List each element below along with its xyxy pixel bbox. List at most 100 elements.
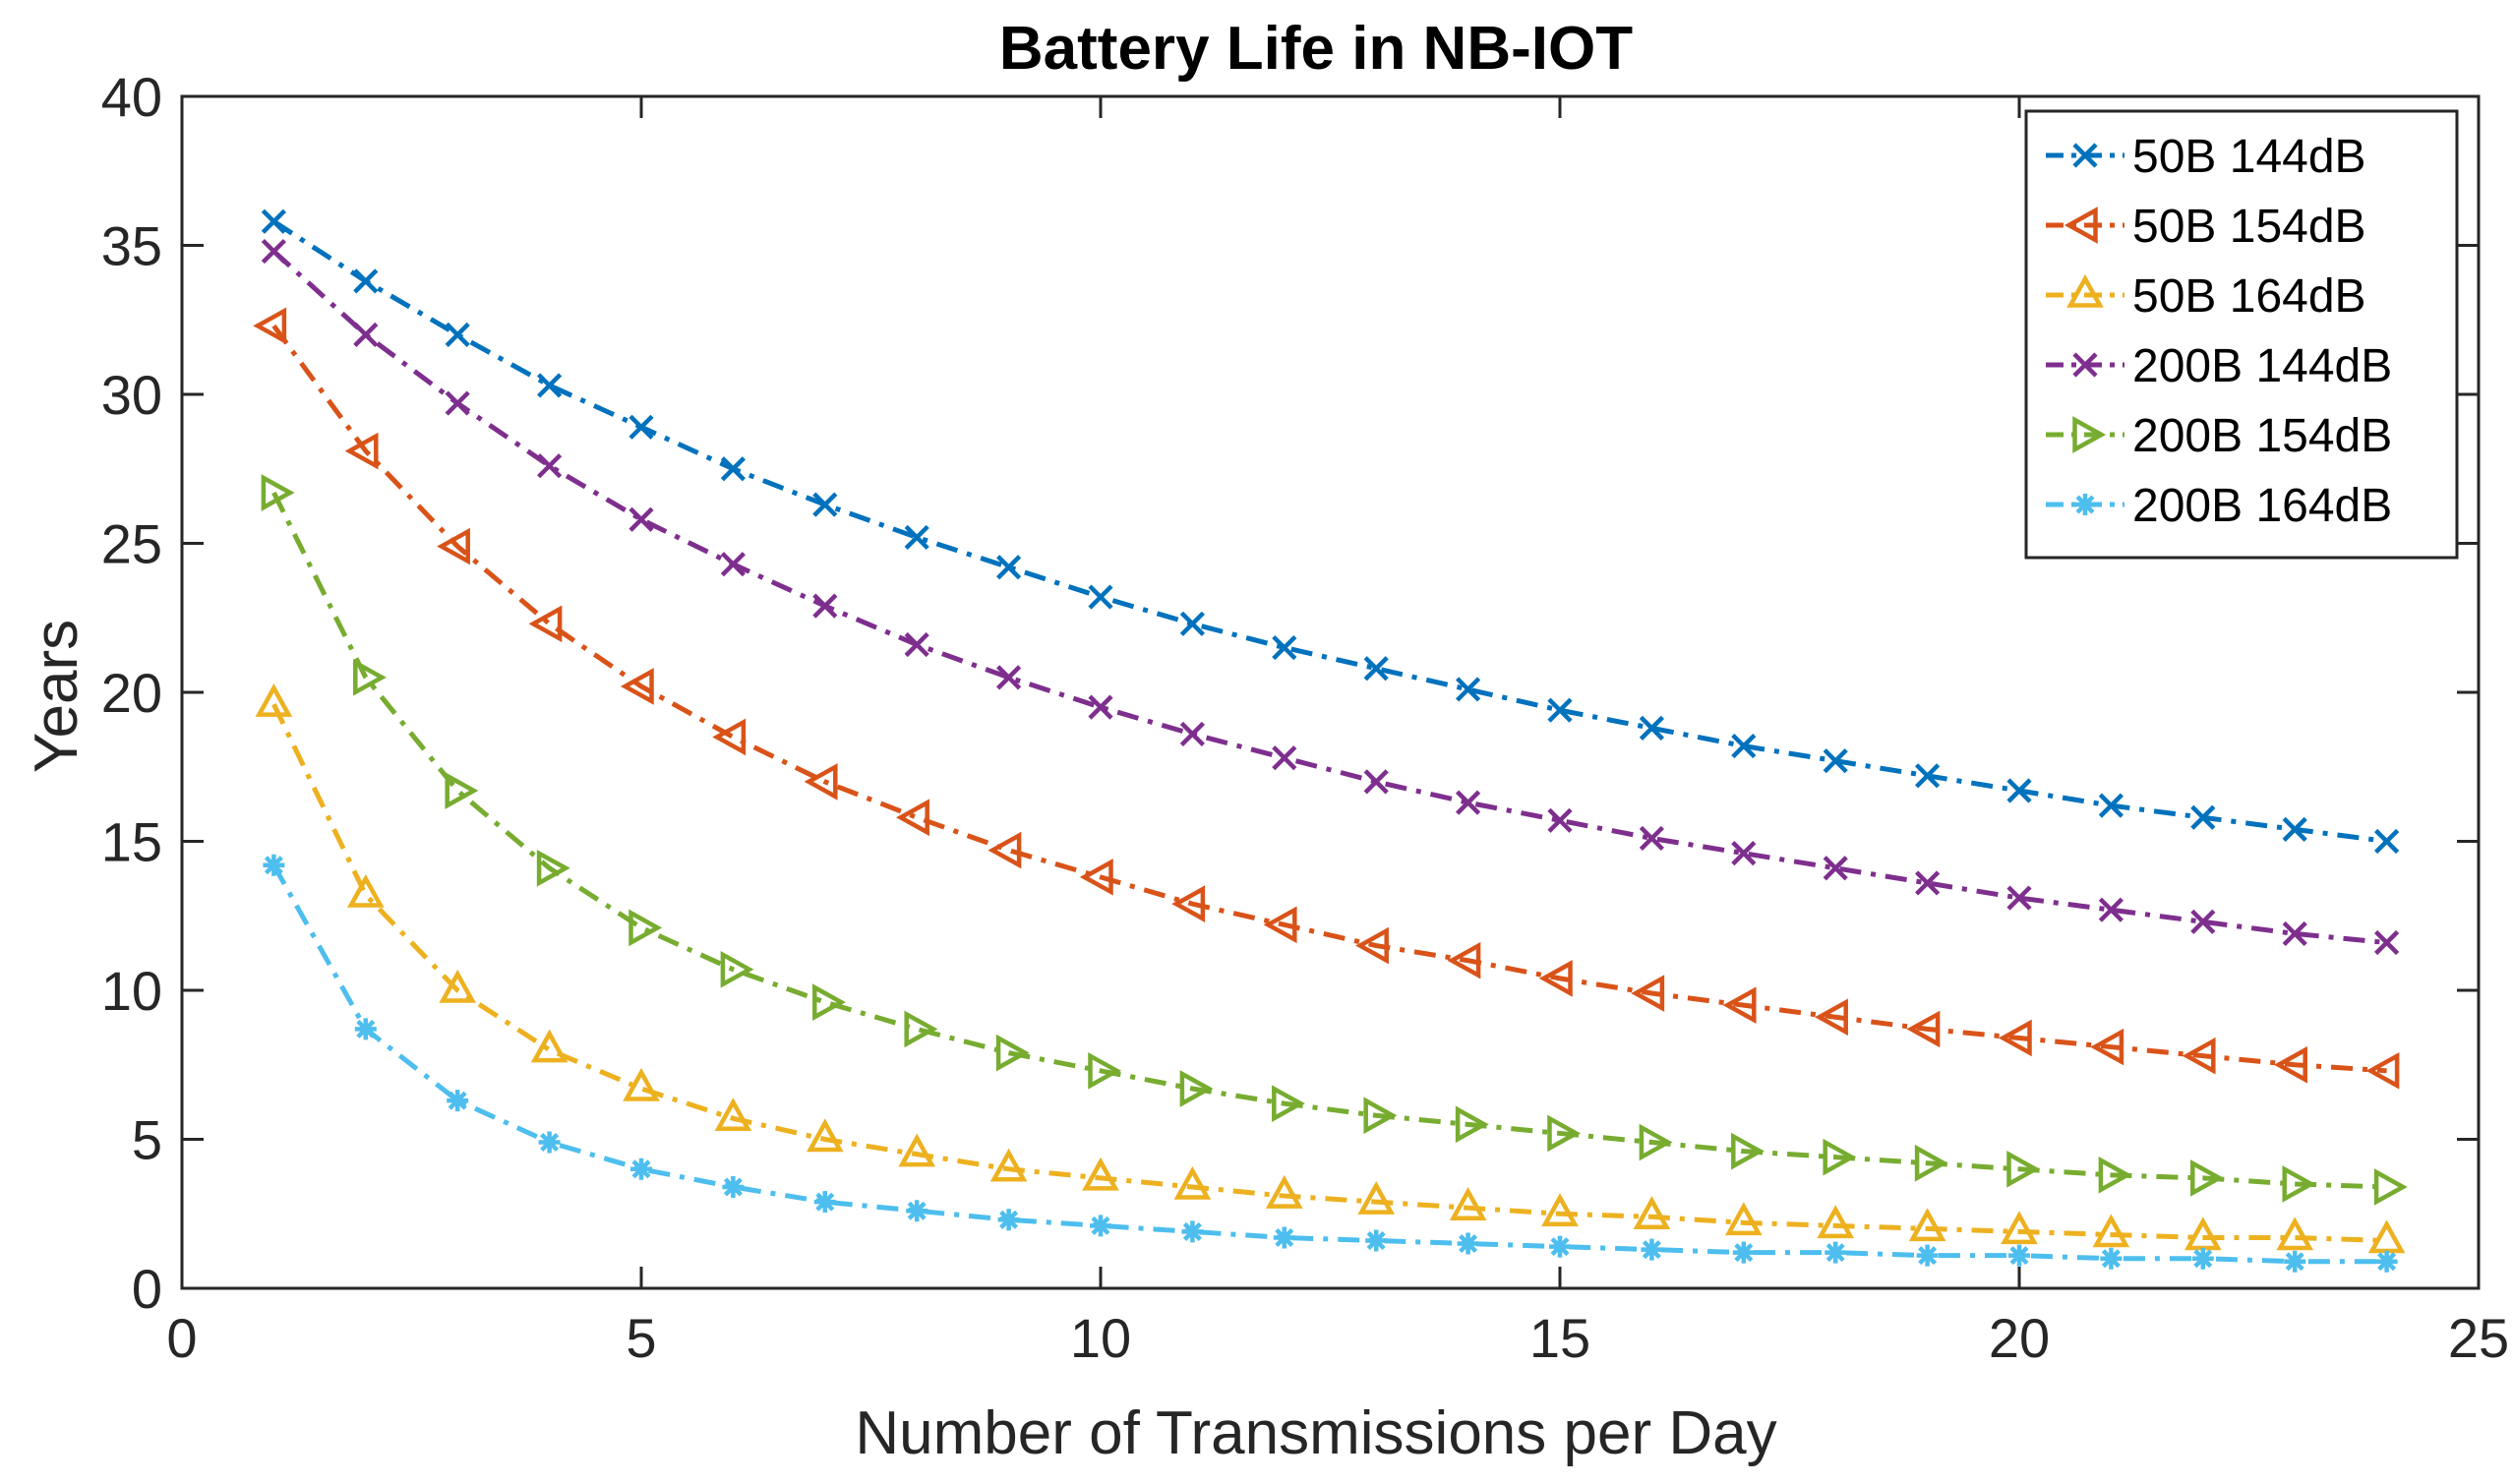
data-point [1547,807,1573,833]
data-point [1179,1070,1214,1107]
data-point [1365,1229,1388,1252]
data-point [1179,721,1205,747]
plot-layer: 0 5 10 15 20 25 0 5 10 15 20 25 30 35 40 [101,66,2509,1369]
data-point [628,909,663,947]
legend-entry: 50B 154dB [2046,201,2366,253]
data-point [447,1090,469,1112]
legend-label: 50B 164dB [2132,270,2366,323]
data-point [1724,1202,1763,1236]
data-point [2375,1250,2398,1273]
x-tick-label: 0 [166,1307,197,1369]
data-point [353,268,379,294]
data-point [253,307,287,345]
data-point [996,665,1022,690]
data-point [987,831,1022,869]
data-point [1447,941,1481,979]
data-point [2182,1037,2216,1075]
x-tick-label: 15 [1529,1307,1590,1369]
y-tick-label: 15 [101,811,162,873]
chart-title: Battery Life in NB-IOT [999,15,1633,83]
y-tick-label: 25 [101,513,162,575]
data-point [1088,1051,1122,1090]
y-tick-label: 35 [101,215,162,277]
legend-entry: 200B 164dB [2046,480,2392,532]
data-point [1363,769,1389,795]
data-point [2274,1045,2307,1084]
data-point [623,1067,660,1101]
data-point [896,799,929,837]
data-point [1547,1114,1582,1153]
data-point [804,763,838,801]
series-50b-154db [253,307,2400,1090]
legend-label: 200B 164dB [2132,480,2392,532]
data-point [812,983,846,1021]
data-point [1908,1208,1946,1242]
data-point [813,1191,836,1214]
data-point [628,414,654,440]
series-line [271,249,2387,946]
data-point [712,718,747,756]
data-point [2282,816,2307,842]
series-line [271,324,2387,1074]
data-point [1179,611,1205,636]
data-point [989,1148,1028,1182]
legend-marker [2074,494,2096,515]
data-point [1538,960,1573,997]
data-point [2006,885,2032,911]
legend-marker [2064,207,2098,244]
data-point [1731,841,1757,866]
data-point [2098,793,2124,818]
x-tick-label: 5 [626,1307,656,1369]
data-point [1355,926,1389,965]
x-tick-label: 20 [1989,1307,2050,1369]
data-point [2098,1157,2132,1194]
data-point [2001,1211,2038,1245]
data-point [997,1209,1020,1231]
data-point [1823,1138,1857,1176]
data-point [1823,856,1848,881]
data-point [344,432,379,470]
data-point [1732,1241,1755,1264]
data-point [2006,1150,2041,1188]
data-point [1817,1205,1855,1239]
x-tick-label: 10 [1070,1307,1131,1369]
legend-marker [2072,416,2107,453]
x-tick-label: 25 [2448,1307,2509,1369]
data-point [1998,1019,2032,1057]
data-point [722,1175,745,1198]
data-point [261,474,295,511]
data-point [1363,1097,1398,1135]
data-point [1541,1193,1579,1226]
data-point [2374,929,2400,956]
series-line [272,219,2387,844]
data-point [720,456,746,482]
data-point [2190,1159,2224,1197]
y-tick-label: 30 [101,364,162,426]
data-point [353,322,379,347]
data-point [530,1029,568,1063]
legend-entry: 200B 154dB [2046,410,2392,462]
data-point [1449,1187,1487,1220]
data-point [2190,909,2216,934]
data-point [1079,859,1113,896]
data-point [904,1010,938,1048]
data-point [2365,1051,2400,1090]
data-point [1457,1232,1479,1255]
data-point [1639,1123,1673,1161]
series-50b-164db [255,683,2406,1254]
data-point [2191,1247,2214,1270]
data-point [1357,1180,1396,1215]
data-point [1825,1241,1847,1264]
series-line [271,703,2387,1244]
series-50b-144db [261,208,2400,855]
y-tick-label: 20 [101,662,162,724]
data-point [1181,1220,1204,1243]
data-point [1265,1174,1303,1209]
data-point [1456,790,1481,815]
data-point [1272,634,1297,661]
data-point [995,1034,1030,1072]
data-point [812,593,838,619]
data-point [261,208,286,234]
